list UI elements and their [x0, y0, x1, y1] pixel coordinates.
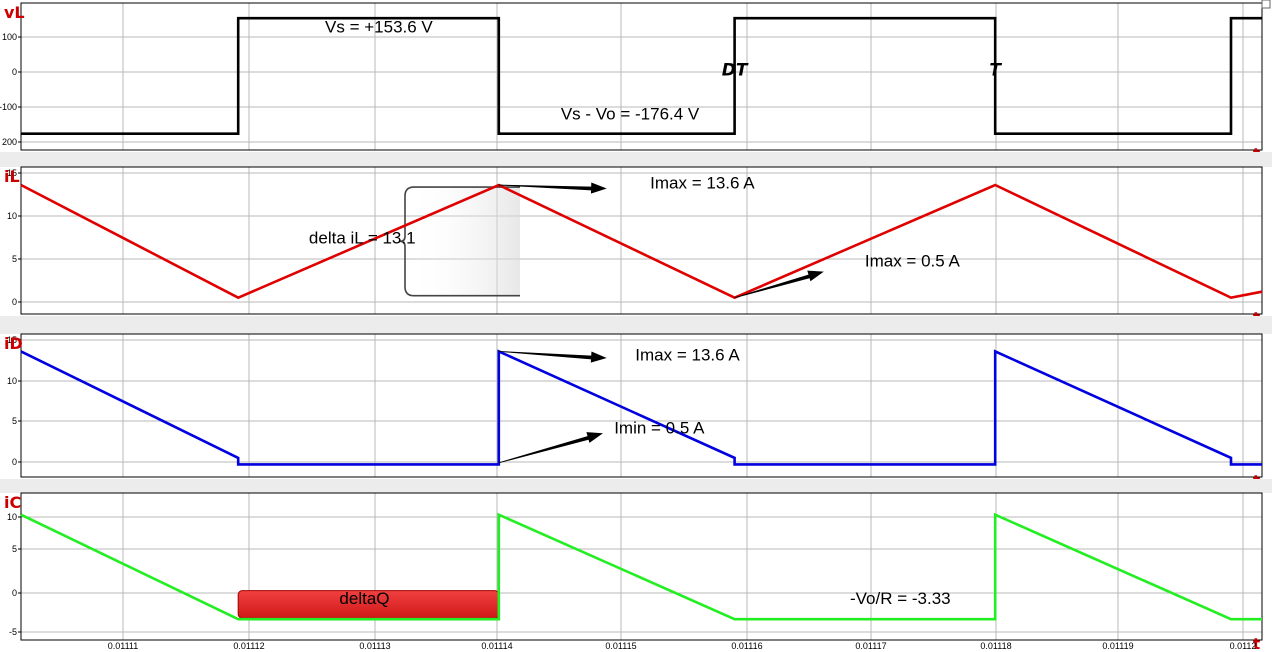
brace-shading: [405, 187, 520, 296]
y-tick-label: -5: [9, 627, 17, 637]
annotation-arrow: [498, 182, 607, 194]
y-tick-label: 200: [2, 137, 17, 147]
annotation-text: Imax = 0.5 A: [865, 252, 961, 271]
annotation-text: Imax = 13.6 A: [635, 345, 740, 364]
annotation-text: Vs = +153.6 V: [325, 17, 433, 36]
y-tick-label: 0: [12, 588, 17, 598]
annotation-text: DT: [722, 61, 749, 81]
x-tick-label: 0.01116: [731, 641, 762, 651]
channel-label-iD: iD: [4, 334, 23, 353]
x-tick-label: 0.0112: [1230, 641, 1257, 651]
y-tick-label: 100: [2, 32, 17, 42]
annotation-text: deltaQ: [339, 589, 389, 608]
plot-frame: [20, 492, 1263, 641]
trace-iC: [20, 512, 1262, 621]
y-tick-label: 0: [12, 457, 17, 467]
x-tick-label: 0.01111: [108, 641, 139, 651]
annotation-text: Vs - Vo = -176.4 V: [561, 105, 700, 124]
y-tick-label: 15: [7, 335, 17, 345]
x-axis-label: t: [1253, 635, 1260, 652]
annotation-text: Imin = 0.5 A: [614, 419, 705, 438]
annotation-text: delta iL = 13.1: [309, 229, 416, 248]
trace-iD: [20, 349, 1262, 466]
x-tick-label: 0.01114: [481, 641, 512, 651]
plot-frame: [20, 2, 1263, 151]
x-tick-label: 0.01118: [980, 641, 1011, 651]
x-tick-label: 0.01117: [855, 641, 886, 651]
delta-il-brace: [399, 186, 520, 297]
y-tick-label: 0: [12, 67, 17, 77]
x-tick-label: 0.01112: [233, 641, 264, 651]
panel-iC: 10 5 0 -5 iC t deltaQ -Vo/R = -3.33 0.01111 0.011…: [0, 479, 1272, 652]
y-tick-label: 5: [12, 544, 17, 554]
y-tick-label: 0: [12, 297, 17, 307]
y-tick-label: 5: [12, 416, 17, 426]
y-tick-label: -100: [0, 102, 17, 112]
channel-label-iL: iL: [4, 167, 20, 186]
annotation-arrow: [498, 432, 603, 464]
plot-frame: [20, 333, 1263, 478]
annotation-text: Imax = 13.6 A: [650, 173, 755, 192]
channel-label-vL: vL: [4, 3, 25, 22]
y-tick-label: 10: [7, 376, 17, 386]
plot-frame: [20, 166, 1263, 315]
annotation-text: T: [989, 61, 1002, 81]
corner-resize-handle: [1261, 0, 1271, 9]
y-tick-label: 15: [7, 168, 17, 178]
y-tick-label: 10: [7, 512, 17, 522]
x-tick-label: 0.01113: [359, 641, 390, 651]
panel-separator: [0, 479, 1272, 493]
y-tick-label: 5: [12, 254, 17, 264]
x-tick-label: 0.01119: [1102, 641, 1133, 651]
y-tick-label: 10: [7, 211, 17, 221]
annotation-text: -Vo/R = -3.33: [850, 589, 951, 608]
annotation-arrow: [734, 270, 824, 299]
panel-separator: [0, 316, 1272, 334]
x-tick-label: 0.01115: [605, 641, 636, 651]
trace-iL: [20, 183, 1263, 300]
trace-vL: [21, 16, 1262, 135]
annotation-arrow: [498, 350, 607, 363]
channel-label-iC: iC: [4, 493, 21, 512]
panel-separator: [0, 152, 1272, 167]
